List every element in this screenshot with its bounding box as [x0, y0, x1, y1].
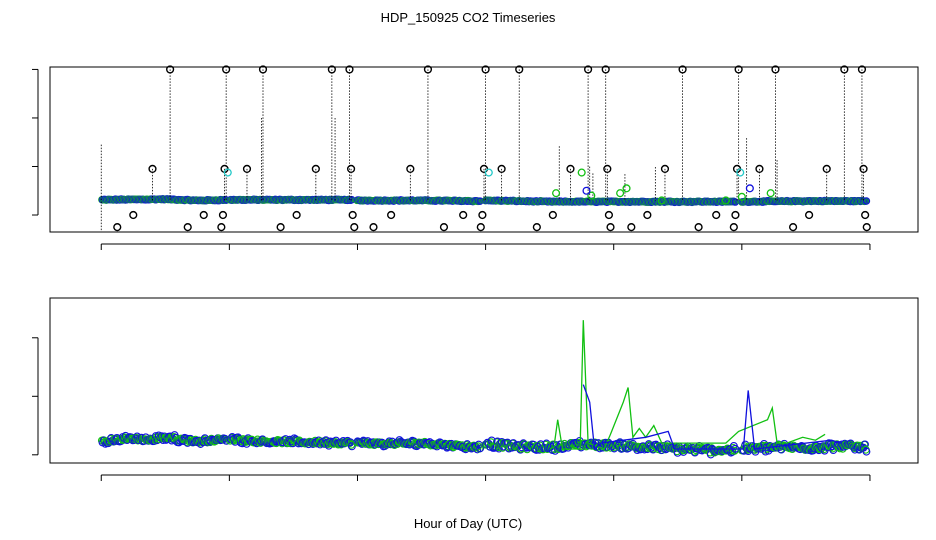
calibration-point: [734, 65, 743, 74]
calibration-point: [532, 223, 541, 232]
green-outlier-point: [657, 196, 666, 205]
chart-title: HDP_150925 CO2 Timeseries: [381, 10, 556, 25]
baseline-point-blue: [347, 442, 356, 451]
cyan-outlier-point: [745, 184, 754, 193]
calibration-point: [660, 164, 670, 174]
calibration-point: [222, 65, 231, 74]
plot-frame-1: [49, 297, 919, 464]
calibration-point: [113, 223, 122, 232]
green-outlier-point: [587, 191, 596, 200]
calibration-point: [476, 223, 485, 232]
calibration-point: [603, 164, 612, 174]
calibration-point: [218, 210, 228, 220]
calibration-point: [276, 223, 285, 232]
calibration-point: [497, 164, 506, 174]
bottom-panel: [32, 297, 919, 481]
calibration-point: [199, 210, 208, 220]
green-outlier-point: [737, 192, 746, 201]
calibration-point: [439, 223, 449, 232]
calibration-point: [606, 223, 615, 232]
calibration-point: [311, 164, 320, 174]
green-outlier-point: [721, 196, 730, 205]
green-outlier-point: [616, 189, 625, 198]
cyan-outlier-point: [736, 168, 745, 177]
calibration-point: [729, 223, 738, 232]
calibration-point: [258, 65, 268, 74]
calibration-point: [731, 210, 740, 220]
calibration-point: [387, 210, 396, 220]
calibration-point: [423, 65, 433, 74]
calibration-point: [822, 164, 831, 174]
baseline-point-blue: [862, 447, 871, 456]
calibration-point: [771, 65, 780, 74]
cyan-outlier-point: [484, 168, 493, 177]
calibration-point: [478, 210, 487, 220]
green-outlier-point: [552, 189, 561, 198]
top-panel: [32, 65, 919, 250]
green-outlier-point: [766, 189, 775, 198]
calibration-point: [459, 210, 468, 220]
cyan-outlier-point: [582, 186, 591, 195]
calibration-point: [183, 223, 192, 232]
calibration-point: [712, 210, 721, 220]
calibration-point: [566, 164, 575, 174]
calibration-point: [292, 210, 301, 220]
calibration-point: [348, 210, 357, 220]
calibration-point: [601, 65, 610, 74]
baseline-point-blue: [862, 197, 871, 205]
calibration-point: [350, 223, 359, 232]
calibration-point: [857, 65, 867, 74]
calibration-point: [643, 210, 652, 220]
series-2-line: [553, 320, 826, 450]
x-axis-label: Hour of Day (UTC): [414, 516, 522, 531]
calibration-point: [678, 65, 687, 74]
calibration-point: [148, 164, 157, 174]
calibration-point: [345, 65, 354, 74]
series-3-line: [582, 384, 842, 451]
calibration-point: [861, 210, 870, 220]
calibration-point: [242, 164, 252, 174]
calibration-point: [548, 210, 557, 220]
calibration-point: [859, 164, 868, 174]
calibration-point: [627, 223, 636, 232]
green-outlier-point: [577, 168, 586, 177]
baseline-samples-0: [98, 195, 871, 207]
calibration-point: [840, 65, 849, 74]
calibration-point: [481, 65, 490, 74]
calibration-point: [406, 164, 415, 174]
baseline-point-blue: [861, 440, 869, 449]
calibration-point: [694, 223, 703, 232]
calibration-point: [515, 65, 524, 74]
calibration-point: [129, 210, 138, 220]
calibration-point: [369, 223, 378, 232]
calibration-point: [755, 164, 764, 174]
calibration-point: [166, 65, 175, 74]
calibration-point: [804, 210, 814, 220]
calibration-point: [217, 223, 226, 232]
calibration-point: [327, 65, 336, 74]
green-outlier-point: [622, 184, 631, 193]
baseline-point-blue: [476, 444, 485, 453]
calibration-point: [788, 223, 798, 232]
calibration-point: [862, 223, 871, 232]
calibration-point: [583, 65, 593, 74]
calibration-point: [604, 210, 614, 220]
calibration-point: [346, 164, 356, 174]
cyan-outlier-point: [223, 168, 232, 177]
